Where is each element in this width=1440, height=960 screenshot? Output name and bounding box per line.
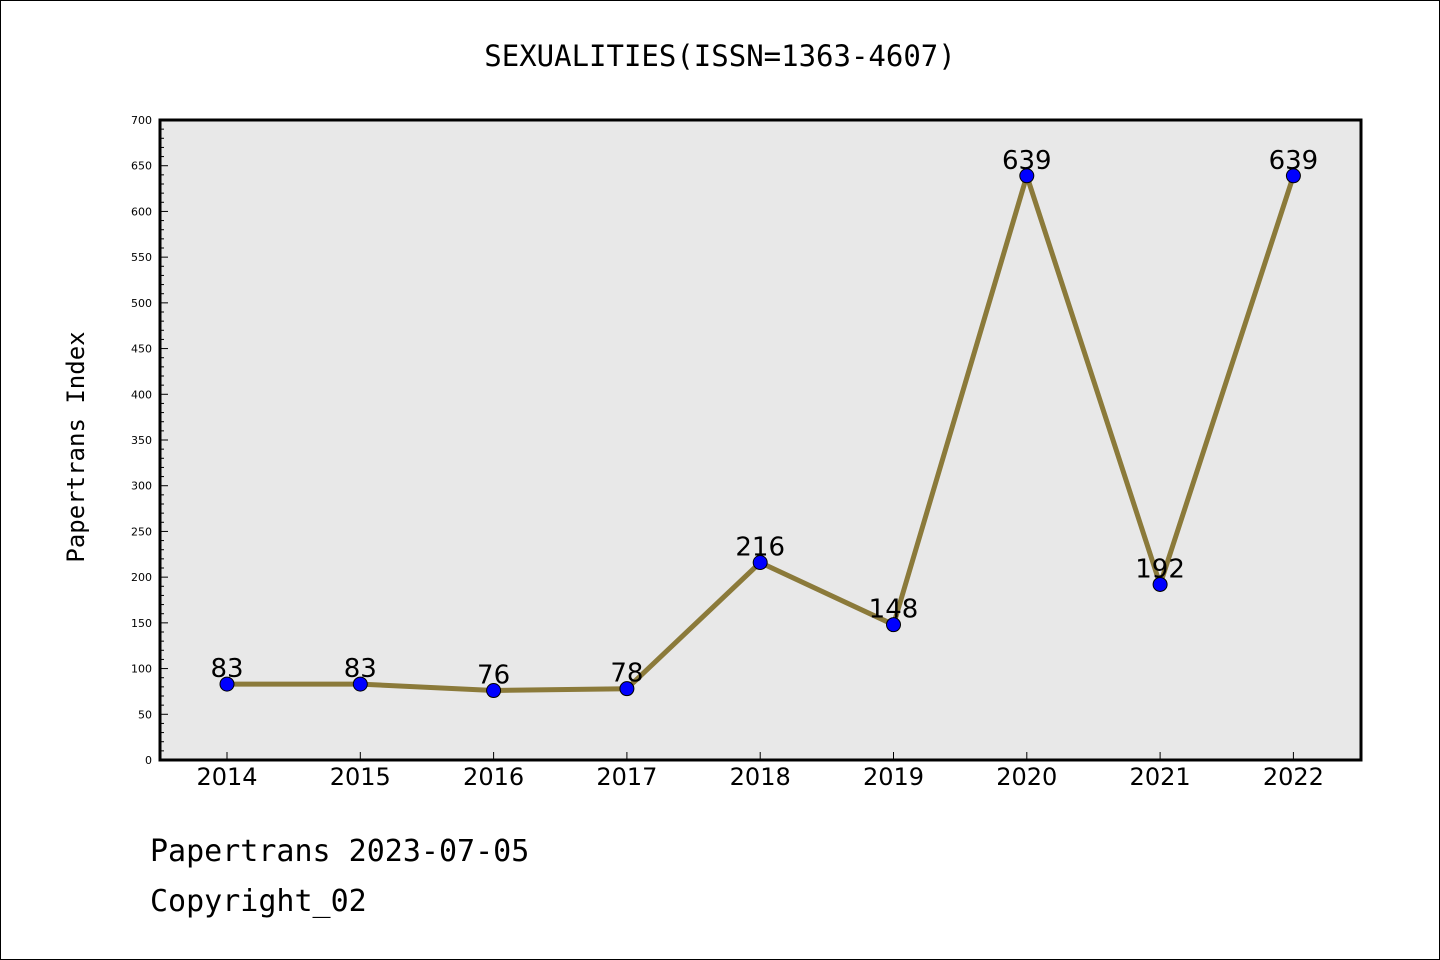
x-tick-label: 2021 [1130,763,1191,791]
data-label: 148 [869,595,919,625]
y-tick-label: 650 [131,160,152,173]
data-point [486,683,502,699]
data-label: 76 [477,661,510,691]
data-point [752,555,768,571]
y-tick-label: 500 [131,297,152,310]
footer-copyright-line: Copyright_02 [150,884,367,919]
data-point [219,676,235,692]
data-point [1019,168,1035,184]
y-tick-label: 100 [131,663,152,676]
data-label: 83 [210,654,243,684]
x-tick-label: 2019 [863,763,924,791]
y-tick-label: 700 [131,114,152,127]
x-tick-label: 2020 [996,763,1057,791]
data-label: 639 [1269,146,1319,176]
plot-area [160,120,1361,760]
y-tick-label: 250 [131,525,152,538]
y-tick-label: 50 [138,708,152,721]
y-tick-label: 550 [131,251,152,264]
y-tick-label: 600 [131,205,152,218]
y-tick-label: 300 [131,480,152,493]
x-tick-label: 2015 [330,763,391,791]
y-tick-label: 0 [145,754,152,767]
data-label: 192 [1135,554,1185,584]
y-tick-label: 350 [131,434,152,447]
footer-date-line: Papertrans 2023-07-05 [150,834,530,869]
data-point [1152,576,1168,592]
y-tick-label: 200 [131,571,152,584]
chart-title: SEXUALITIES(ISSN=1363-4607) [484,39,955,73]
data-label: 83 [344,654,377,684]
data-point [1285,168,1301,184]
x-tick-label: 2014 [196,763,257,791]
y-axis-label: Papertrans Index [62,331,90,562]
y-tick-label: 150 [131,617,152,630]
x-tick-label: 2022 [1263,763,1324,791]
data-point [886,617,901,633]
x-tick-label: 2017 [596,763,657,791]
x-tick-label: 2016 [463,763,524,791]
y-tick-label: 400 [131,388,152,401]
data-label: 216 [735,533,785,563]
data-label: 78 [610,659,643,689]
x-tick-label: 2018 [730,763,791,791]
plot-border [158,118,1363,762]
data-point [619,681,635,697]
series-layer: 83 83 76 78 216 148 639 192 639 [210,146,1319,699]
data-point [352,676,368,692]
x-axis-ticks: 2014 2015 2016 2017 2018 2019 2020 2021 2022 [196,752,1324,791]
y-tick-label: 450 [131,343,152,356]
data-label: 639 [1002,146,1052,176]
